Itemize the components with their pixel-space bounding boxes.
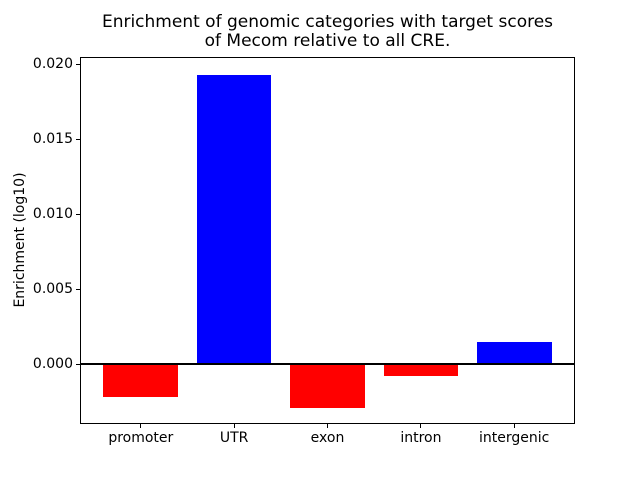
y-tick-mark	[76, 288, 80, 290]
x-tick-label: intergenic	[479, 430, 550, 446]
zero-axhline	[81, 363, 574, 366]
bar-UTR	[196, 74, 272, 365]
chart-title-line-1: Enrichment of genomic categories with ta…	[101, 12, 554, 32]
x-tick-label: promoter	[108, 430, 174, 446]
bar-exon	[290, 364, 365, 408]
x-tick-mark	[420, 424, 422, 428]
x-tick-mark	[513, 424, 515, 428]
y-tick-label: 0.005	[32, 281, 73, 298]
y-tick-mark	[76, 213, 80, 215]
x-tick-mark	[327, 424, 328, 428]
y-tick-label: 0.020	[32, 56, 73, 72]
x-tick-label: exon	[310, 430, 345, 446]
plot-area	[80, 57, 575, 424]
bar-promoter	[103, 364, 179, 398]
y-tick-label: 0.010	[32, 206, 73, 223]
x-tick-mark	[140, 424, 142, 428]
chart-title: Enrichment of genomic categories with ta…	[80, 13, 575, 51]
y-tick-mark	[76, 138, 80, 140]
y-tick-label: 0.015	[32, 131, 73, 148]
bar-intron	[383, 364, 459, 377]
y-tick-mark	[76, 63, 80, 65]
chart-title-line-2: of Mecom relative to all CRE.	[204, 31, 451, 51]
x-tick-label: UTR	[219, 430, 249, 446]
y-tick-label: 0.000	[32, 356, 73, 373]
bar-intergenic	[476, 341, 552, 365]
x-tick-mark	[233, 424, 235, 428]
y-tick-mark	[76, 363, 80, 365]
x-tick-label: intron	[400, 430, 442, 446]
